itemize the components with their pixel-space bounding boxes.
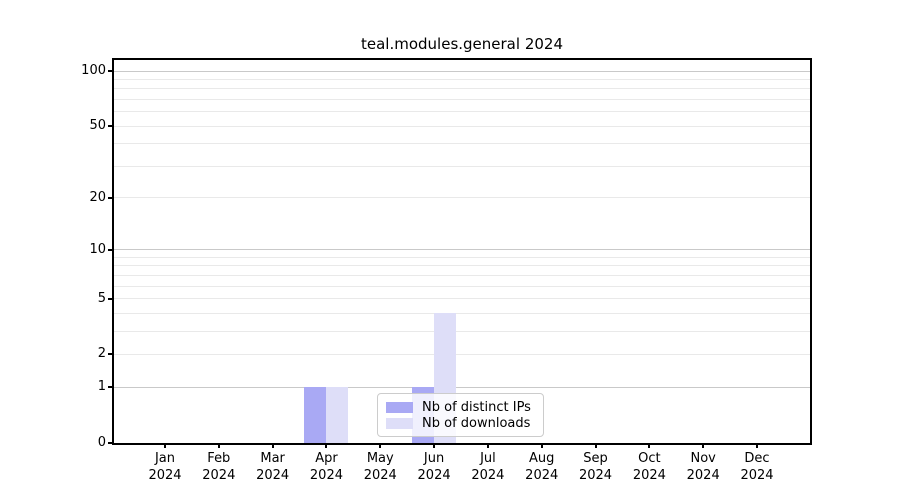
y-tick-mark xyxy=(108,70,113,73)
gridline-minor xyxy=(114,99,810,101)
x-tick-year: 2024 xyxy=(363,468,397,483)
x-tick-mark xyxy=(756,443,758,448)
x-tick-label: Apr 2024 xyxy=(294,450,358,484)
x-tick-mark xyxy=(325,443,328,448)
gridline-minor xyxy=(114,79,810,81)
x-tick-year: 2024 xyxy=(148,468,182,483)
legend: Nb of distinct IPs Nb of downloads xyxy=(377,393,544,437)
legend-label: Nb of downloads xyxy=(422,415,531,431)
x-tick-month: Sep xyxy=(583,451,608,466)
x-tick-label: Feb 2024 xyxy=(187,450,251,484)
legend-label: Nb of distinct IPs xyxy=(422,399,531,415)
gridline-minor xyxy=(114,125,810,127)
legend-swatch xyxy=(386,417,413,429)
x-tick-month: May xyxy=(366,451,394,466)
y-tick-label: 10 xyxy=(89,241,106,257)
x-tick-label: Jan 2024 xyxy=(133,450,197,484)
y-tick-mark xyxy=(108,125,113,128)
x-tick-month: Dec xyxy=(744,451,770,466)
x-tick-mark xyxy=(217,443,220,448)
y-tick-mark xyxy=(108,196,113,199)
x-tick-mark xyxy=(271,443,274,448)
x-tick-year: 2024 xyxy=(256,468,290,483)
gridline-minor xyxy=(114,88,810,90)
x-tick-month: Aug xyxy=(529,451,555,466)
gridline-major xyxy=(114,70,810,72)
y-tick-mark xyxy=(108,248,113,251)
gridline-minor xyxy=(114,298,810,300)
x-tick-mark xyxy=(486,443,489,448)
x-tick-month: Jan xyxy=(154,451,176,466)
gridline-minor xyxy=(114,285,810,287)
gridline-minor xyxy=(114,265,810,267)
gridline-minor xyxy=(114,353,810,355)
x-tick-year: 2024 xyxy=(686,468,720,483)
gridline-major xyxy=(114,249,810,251)
x-tick-year: 2024 xyxy=(525,468,559,483)
y-tick-mark xyxy=(108,297,113,300)
x-tick-month: Apr xyxy=(315,451,338,466)
x-tick-year: 2024 xyxy=(202,468,236,483)
legend-row: Nb of distinct IPs xyxy=(386,400,535,415)
x-tick-month: Nov xyxy=(690,451,716,466)
x-tick-year: 2024 xyxy=(740,468,774,483)
y-tick-label: 1 xyxy=(97,379,106,395)
x-tick-mark xyxy=(594,443,597,448)
x-tick-label: Jun 2024 xyxy=(402,450,466,484)
bar xyxy=(326,387,349,443)
x-tick-label: Jul 2024 xyxy=(456,450,520,484)
chart-title: teal.modules.general 2024 xyxy=(361,35,563,53)
x-tick-year: 2024 xyxy=(578,468,613,483)
y-tick-label: 50 xyxy=(89,118,106,134)
gridline-major xyxy=(114,386,810,388)
x-tick-year: 2024 xyxy=(309,468,343,483)
x-tick-year: 2024 xyxy=(632,468,666,483)
y-tick-label: 100 xyxy=(81,63,106,79)
y-tick-label: 20 xyxy=(89,189,106,205)
y-tick-label: 0 xyxy=(97,435,106,450)
x-tick-mark xyxy=(702,443,705,448)
x-tick-label: Dec 2024 xyxy=(725,450,789,484)
gridline-minor xyxy=(114,256,810,258)
x-tick-label: Nov 2024 xyxy=(671,450,735,484)
x-tick-month: Jun xyxy=(423,451,445,466)
x-tick-mark xyxy=(648,443,651,448)
y-tick-label: 5 xyxy=(97,290,106,306)
x-tick-month: Mar xyxy=(260,451,285,466)
gridline-minor xyxy=(114,143,810,145)
gridline-minor xyxy=(114,274,810,276)
y-tick-mark xyxy=(108,353,113,356)
x-tick-mark xyxy=(164,443,166,448)
gridline-minor xyxy=(114,197,810,199)
bar xyxy=(304,387,327,443)
x-tick-mark xyxy=(379,443,382,448)
x-tick-month: Feb xyxy=(207,451,231,466)
x-tick-month: Oct xyxy=(638,451,661,466)
plot-area xyxy=(112,58,812,445)
y-tick-label: 2 xyxy=(97,346,106,362)
gridline-minor xyxy=(114,111,810,113)
gridline-minor xyxy=(114,165,810,167)
x-tick-label: May 2024 xyxy=(348,450,412,484)
x-tick-mark xyxy=(540,443,543,448)
gridline-minor xyxy=(114,330,810,332)
legend-swatch xyxy=(386,401,413,413)
x-tick-label: Sep 2024 xyxy=(564,450,628,484)
gridline-minor xyxy=(114,312,810,314)
x-tick-mark xyxy=(433,443,436,448)
x-tick-month: Jul xyxy=(480,451,496,466)
x-tick-label: Aug 2024 xyxy=(510,450,574,484)
x-tick-label: Mar 2024 xyxy=(241,450,305,484)
x-tick-year: 2024 xyxy=(417,468,451,483)
y-tick-mark xyxy=(108,386,113,389)
x-tick-year: 2024 xyxy=(471,468,505,483)
legend-row: Nb of downloads xyxy=(386,416,535,431)
x-tick-label: Oct 2024 xyxy=(617,450,681,484)
y-tick-mark xyxy=(108,442,113,444)
